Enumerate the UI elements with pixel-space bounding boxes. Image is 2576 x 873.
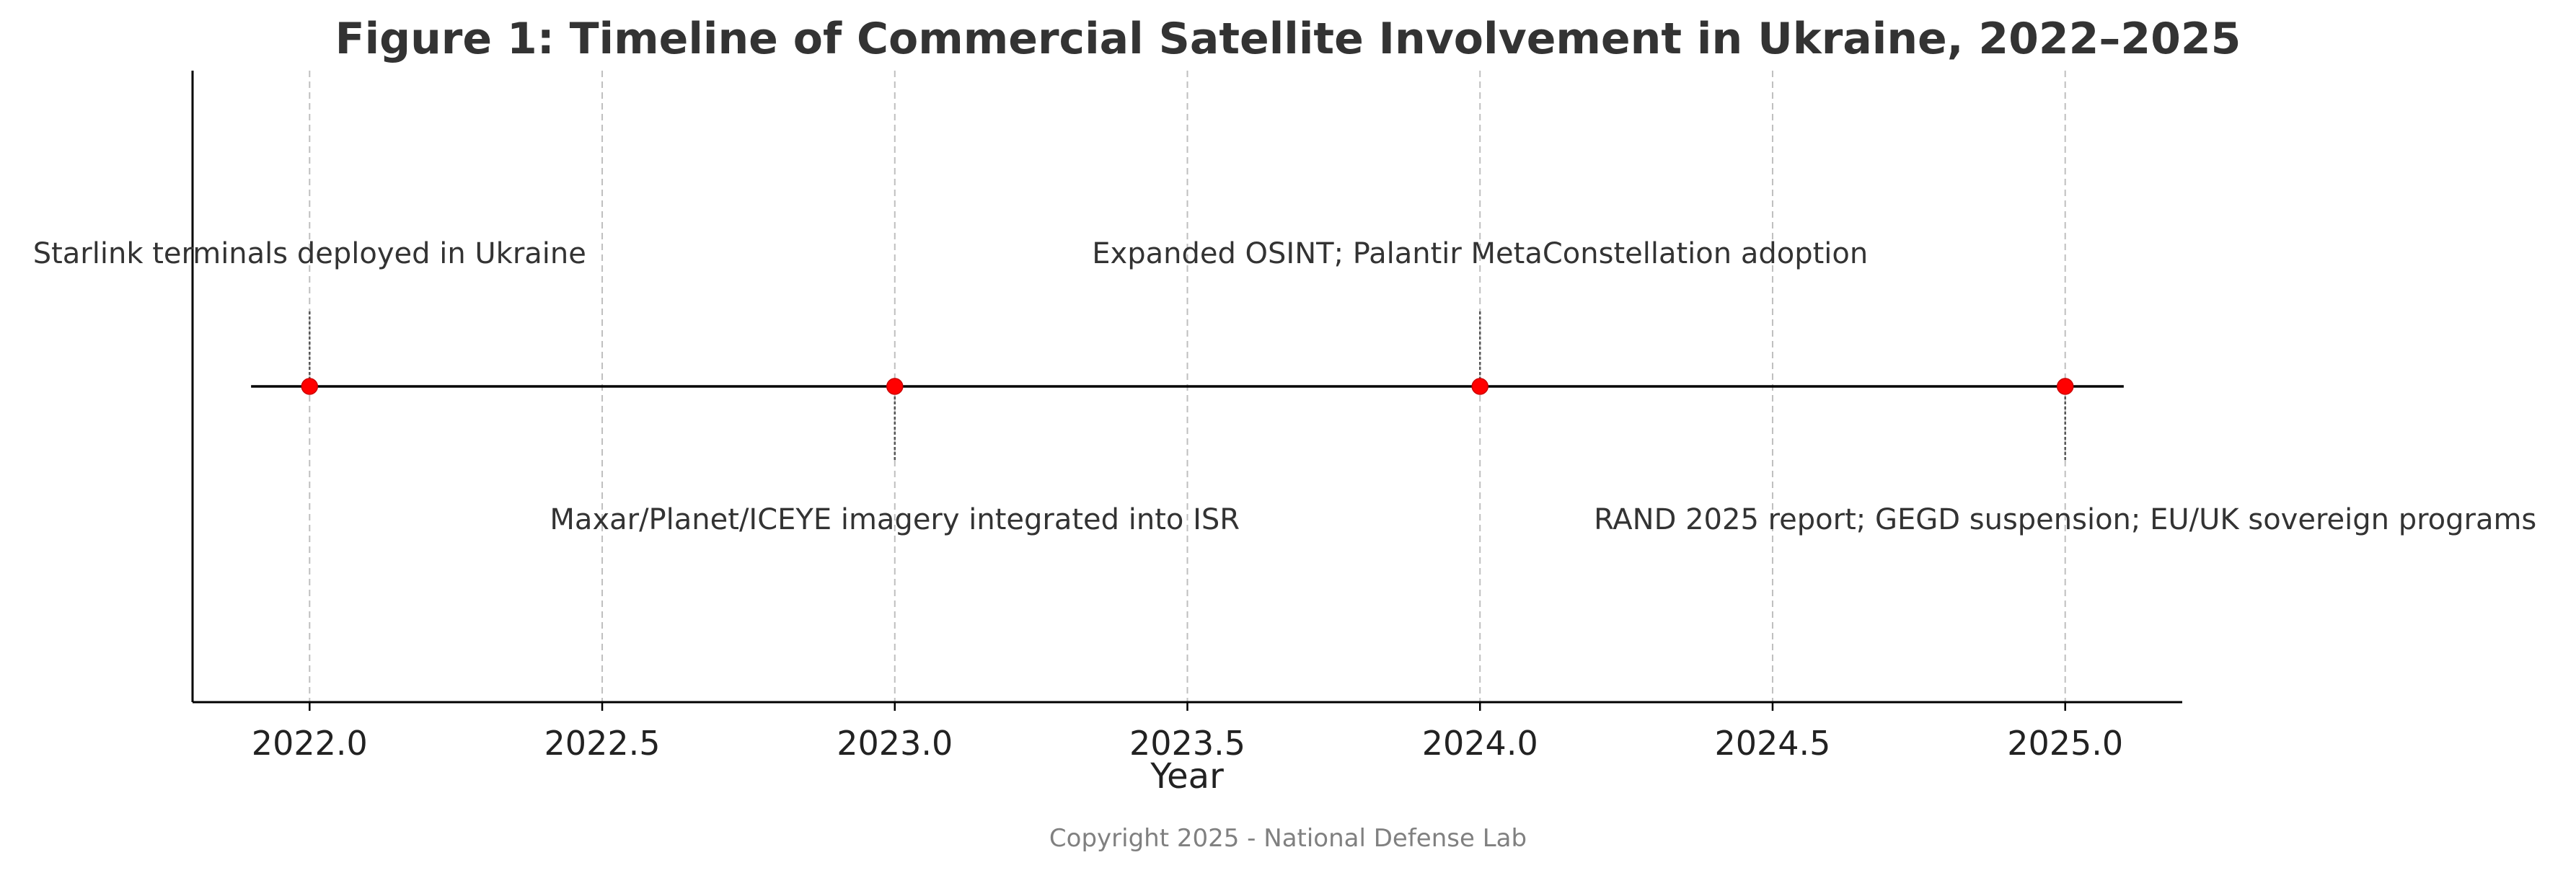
- event-point: [301, 378, 317, 394]
- event-point: [887, 378, 903, 394]
- x-tick-label: 2023.0: [837, 724, 953, 763]
- event-label: Maxar/Planet/ICEYE imagery integrated in…: [550, 503, 1240, 536]
- timeline-chart: Starlink terminals deployed in Ukraine Ma…: [0, 0, 2576, 873]
- x-tick-label: 2022.5: [544, 724, 661, 763]
- event-label: Expanded OSINT; Palantir MetaConstellati…: [1092, 237, 1868, 270]
- x-tick-label: 2022.0: [252, 724, 368, 763]
- event-label: Starlink terminals deployed in Ukraine: [33, 237, 586, 270]
- event-label: RAND 2025 report; GEGD suspension; EU/UK…: [1594, 503, 2536, 536]
- x-tick-label: 2024.0: [1422, 724, 1538, 763]
- chart-title: Figure 1: Timeline of Commercial Satelli…: [335, 14, 2241, 64]
- timeline-layer: Starlink terminals deployed in Ukraine Ma…: [33, 237, 2537, 536]
- timeline-chart-svg: Starlink terminals deployed in Ukraine Ma…: [0, 0, 2576, 873]
- x-axis-label: Year: [1150, 756, 1224, 797]
- event-point: [2057, 378, 2073, 394]
- x-ticks: 2022.0 2022.5 2023.0 2023.5 2024.0 2024.5 2025…: [252, 702, 2123, 763]
- x-tick-label: 2025.0: [2007, 724, 2123, 763]
- copyright-text: Copyright 2025 - National Defense Lab: [1049, 824, 1527, 853]
- event-point: [1472, 378, 1488, 394]
- x-tick-label: 2024.5: [1714, 724, 1830, 763]
